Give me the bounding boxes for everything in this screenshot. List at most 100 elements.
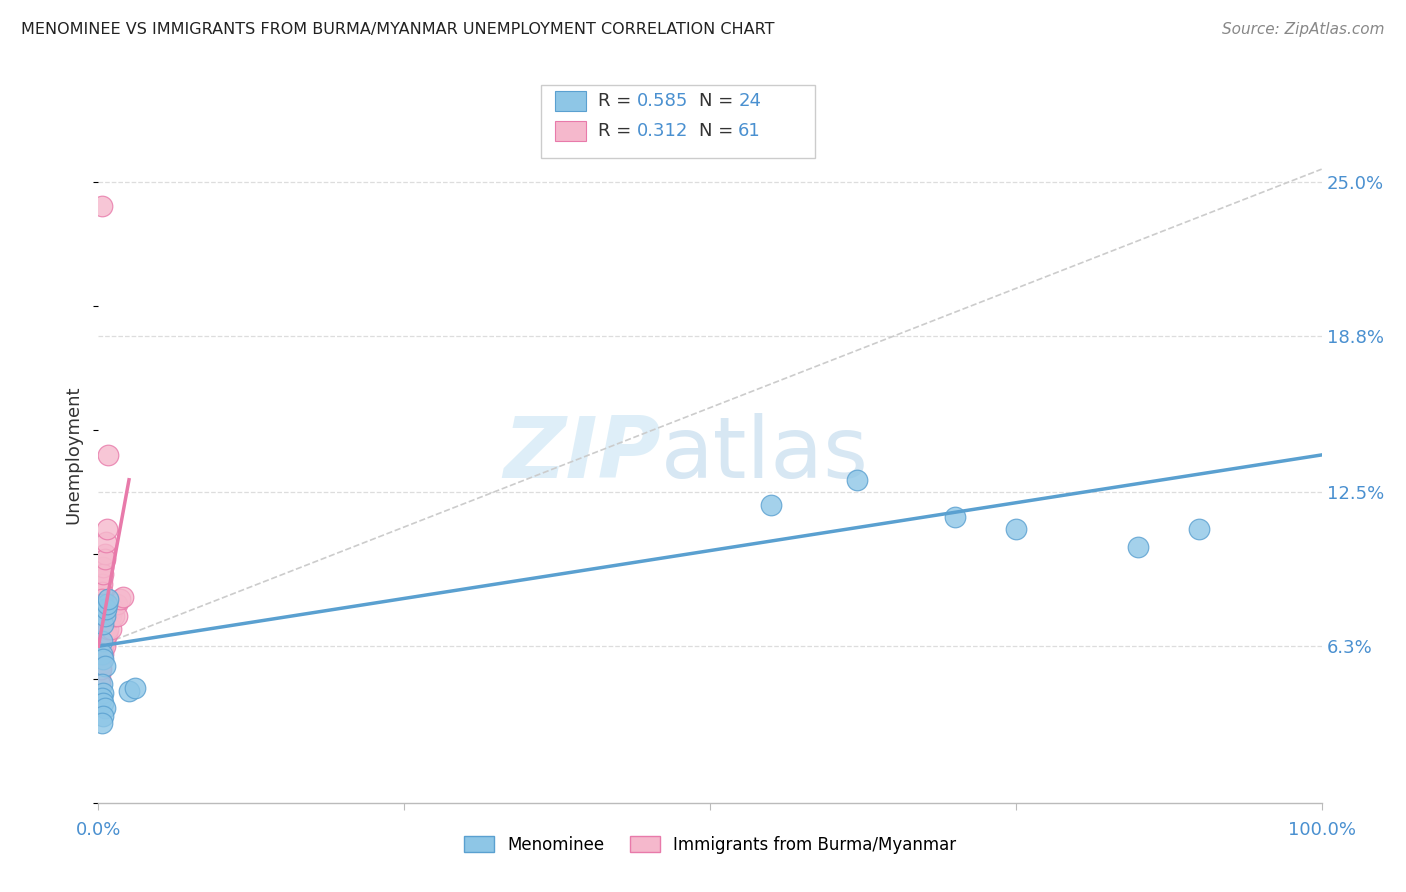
Point <box>91 577 114 591</box>
Point <box>89 634 111 648</box>
Text: Source: ZipAtlas.com: Source: ZipAtlas.com <box>1222 22 1385 37</box>
Point <box>91 634 114 648</box>
Point <box>96 615 118 629</box>
Point <box>89 657 111 671</box>
Point <box>93 622 115 636</box>
Point <box>90 651 112 665</box>
Point <box>93 547 115 561</box>
Point <box>91 616 114 631</box>
Legend: Menominee, Immigrants from Burma/Myanmar: Menominee, Immigrants from Burma/Myanmar <box>457 830 963 861</box>
Point <box>1004 523 1026 537</box>
Point <box>90 641 112 656</box>
Point <box>93 639 115 653</box>
Text: N =: N = <box>699 92 738 110</box>
Point <box>91 641 114 656</box>
Point <box>90 634 112 648</box>
Point <box>91 632 114 646</box>
Text: R =: R = <box>598 122 637 140</box>
Point <box>89 666 111 681</box>
Point <box>97 612 120 626</box>
Point <box>110 592 132 607</box>
Text: R =: R = <box>598 92 637 110</box>
Point <box>91 559 114 574</box>
Point <box>103 609 125 624</box>
Point <box>91 647 114 661</box>
Point <box>90 662 112 676</box>
Point <box>91 686 114 700</box>
Text: 0.585: 0.585 <box>637 92 689 110</box>
Point <box>91 641 114 656</box>
Point <box>89 641 111 656</box>
Point <box>1128 540 1150 554</box>
Point <box>105 597 128 611</box>
Point <box>91 592 114 607</box>
Point <box>91 627 114 641</box>
Point <box>90 637 112 651</box>
Point <box>89 672 111 686</box>
Point <box>91 622 114 636</box>
Point <box>93 627 115 641</box>
Point <box>91 676 114 690</box>
Point <box>91 637 114 651</box>
Point <box>90 647 112 661</box>
Text: N =: N = <box>699 122 738 140</box>
Point <box>91 634 114 648</box>
Point <box>91 597 114 611</box>
Point <box>91 651 114 665</box>
Text: 61: 61 <box>738 122 761 140</box>
Point <box>91 572 114 586</box>
Point <box>93 632 115 646</box>
Point <box>91 602 114 616</box>
Point <box>94 627 117 641</box>
Point <box>100 609 122 624</box>
Point <box>96 627 118 641</box>
Point <box>90 639 112 653</box>
Text: atlas: atlas <box>661 413 869 497</box>
Point <box>91 584 114 599</box>
Point <box>89 647 111 661</box>
Text: 24: 24 <box>738 92 761 110</box>
Point <box>91 647 114 661</box>
Point <box>761 498 783 512</box>
Point <box>91 716 114 731</box>
Point <box>91 639 114 653</box>
Point <box>97 622 120 636</box>
Point <box>93 609 115 624</box>
Point <box>111 590 134 604</box>
Point <box>1188 523 1211 537</box>
Point <box>845 473 868 487</box>
Point <box>90 657 112 671</box>
Point <box>94 602 117 616</box>
Y-axis label: Unemployment: Unemployment <box>65 385 83 524</box>
Text: 0.0%: 0.0% <box>76 821 121 838</box>
Point <box>96 597 118 611</box>
Point <box>91 708 114 723</box>
Point <box>91 567 114 582</box>
Point <box>91 691 114 706</box>
Point <box>91 632 114 646</box>
Point <box>100 622 122 636</box>
Point <box>124 681 146 696</box>
Point <box>97 448 120 462</box>
Point <box>101 602 124 616</box>
Point <box>96 523 118 537</box>
Point <box>91 634 114 648</box>
Point <box>93 701 115 715</box>
Point <box>89 639 111 653</box>
Point <box>93 634 115 648</box>
Point <box>94 616 117 631</box>
Text: 0.312: 0.312 <box>637 122 689 140</box>
Point <box>93 552 115 566</box>
Point <box>94 535 117 549</box>
Point <box>91 697 114 711</box>
Point <box>91 199 114 213</box>
Text: MENOMINEE VS IMMIGRANTS FROM BURMA/MYANMAR UNEMPLOYMENT CORRELATION CHART: MENOMINEE VS IMMIGRANTS FROM BURMA/MYANM… <box>21 22 775 37</box>
Point <box>118 684 141 698</box>
Point <box>89 651 111 665</box>
Point <box>105 609 128 624</box>
Point <box>91 647 114 661</box>
Point <box>943 510 966 524</box>
Text: ZIP: ZIP <box>503 413 661 497</box>
Point <box>89 662 111 676</box>
Point <box>89 676 111 690</box>
